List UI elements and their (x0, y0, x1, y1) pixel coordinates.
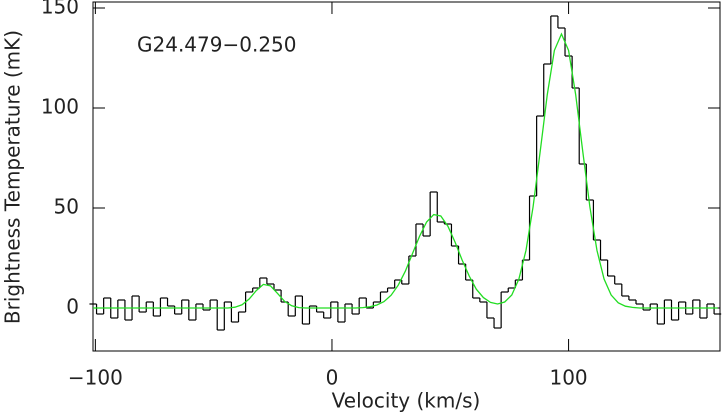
x-tick-label: 0 (326, 366, 339, 390)
y-tick-label: 0 (66, 295, 79, 319)
y-tick-label: 50 (54, 195, 79, 219)
x-tick-label: 100 (549, 366, 587, 390)
annotation: G24.479−0.250 (137, 33, 297, 57)
plot-frame (92, 1, 721, 352)
y-tick-label: 100 (41, 95, 79, 119)
x-tick-label: −100 (68, 366, 123, 390)
y-axis-label: Brightness Temperature (mK) (1, 30, 25, 324)
y-tick-label: 150 (41, 0, 79, 19)
fit-line (93, 32, 718, 309)
spectrum-connector (95, 16, 715, 330)
x-axis-label: Velocity (km/s) (332, 389, 481, 413)
